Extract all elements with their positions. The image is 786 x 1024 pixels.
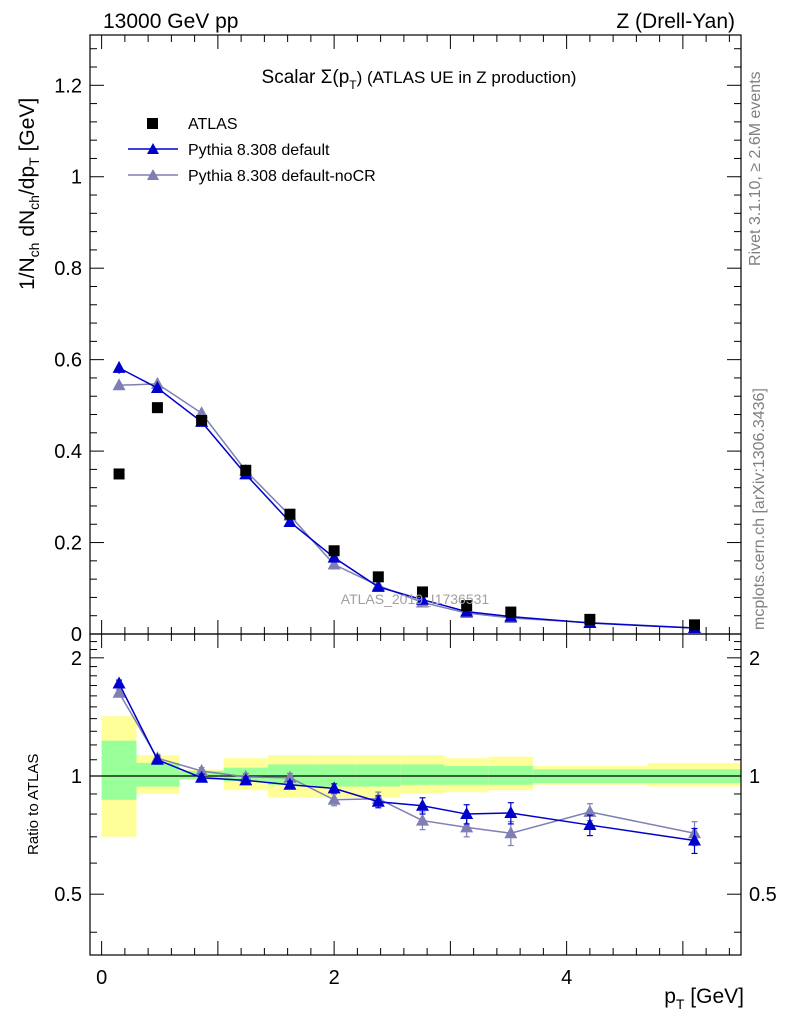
ratio-point-pythia-nocr — [583, 804, 597, 817]
ratio-panel: 0 2 4 0.5 0.5 1 1 2 2 Ratio to ATLAS pT [GeV] — [25, 633, 777, 1012]
title-sub: T — [349, 78, 357, 92]
point-pythia-default — [371, 579, 385, 592]
ratio-point-pythia-nocr — [504, 826, 518, 839]
point-pythia-default — [283, 514, 297, 527]
ratio-point-pythia-default — [504, 805, 518, 818]
mcplots-label: mcplots.cern.ch [arXiv:1306.3436] — [751, 388, 768, 630]
point-atlas — [461, 600, 473, 612]
ratio-y-tick-label: 2 — [71, 648, 82, 670]
ratio-point-pythia-default — [195, 770, 209, 783]
legend: ATLAS Pythia 8.308 default Pythia 8.308 … — [128, 116, 376, 185]
point-atlas — [240, 464, 252, 476]
x-axis-label: pT [GeV] — [664, 985, 744, 1012]
point-atlas — [328, 545, 340, 557]
y-tick-label: 0.6 — [54, 350, 82, 372]
point-atlas — [505, 606, 517, 618]
y-tick-label: 0.2 — [54, 533, 82, 555]
point-atlas — [196, 414, 208, 426]
y-tick-label: 1 — [71, 167, 82, 189]
main-panel: 0 0.2 0.4 0.6 0.8 1 1.2 ATLAS_2019_I1736531 Sc… — [16, 34, 742, 646]
ratio-point-pythia-default — [239, 773, 253, 786]
ratio-point-pythia-default — [583, 818, 597, 831]
ratio-y-label: Ratio to ATLAS — [25, 754, 42, 855]
point-pythia-default — [415, 592, 429, 605]
legend-marker-pythia-default — [147, 143, 159, 154]
point-pythia-default — [327, 550, 341, 563]
ratio-point-pythia-nocr — [415, 813, 429, 826]
ratio-y-tick-label-right: 2 — [749, 648, 760, 670]
point-atlas — [372, 571, 384, 583]
point-atlas — [151, 402, 163, 414]
watermark: ATLAS_2019_I1736531 — [341, 591, 490, 607]
title-end: ) (ATLAS UE in Z production) — [357, 68, 577, 87]
ratio-point-pythia-nocr — [195, 763, 209, 776]
point-atlas — [416, 586, 428, 598]
ratio-line-pythia-default — [118, 683, 695, 842]
band-inner — [101, 740, 137, 800]
band-inner — [400, 764, 445, 785]
point-pythia-nocr — [112, 378, 126, 391]
title-main: Scalar Σ(p — [262, 67, 350, 88]
legend-marker-pythia-nocr — [147, 169, 159, 180]
x-tick-label: 4 — [561, 967, 572, 989]
point-atlas — [284, 508, 296, 520]
point-pythia-default — [150, 380, 164, 393]
ratio-point-pythia-default — [371, 794, 385, 807]
ratio-point-pythia-nocr — [112, 685, 126, 698]
y-tick-label: 0.8 — [54, 258, 82, 280]
ratio-point-pythia-nocr — [327, 792, 341, 805]
x-tick-label: 2 — [329, 967, 340, 989]
x-tick-label: 0 — [96, 967, 107, 989]
point-pythia-default — [112, 360, 126, 373]
ratio-point-pythia-default — [688, 833, 701, 846]
ratio-frame — [89, 633, 742, 956]
chart-title: Scalar Σ(pT) (ATLAS UE in Z production) — [262, 67, 577, 92]
ratio-point-pythia-nocr — [460, 820, 474, 833]
series-line-pythia-default — [118, 367, 695, 629]
ratio-point-pythia-nocr — [283, 770, 297, 783]
ratio-point-pythia-default — [112, 676, 126, 689]
legend-label-pythia-default: Pythia 8.308 default — [188, 142, 330, 159]
band-inner — [136, 762, 180, 787]
point-atlas — [689, 619, 700, 631]
legend-entry-pythia-nocr: Pythia 8.308 default-noCR — [128, 168, 376, 185]
process-label: Z (Drell-Yan) — [616, 10, 735, 33]
legend-label-pythia-nocr: Pythia 8.308 default-noCR — [188, 168, 376, 185]
series-line-pythia-nocr — [119, 383, 695, 629]
point-pythia-nocr — [327, 557, 341, 570]
legend-entry-atlas: ATLAS — [147, 116, 238, 133]
ratio-y-tick-label: 1 — [71, 766, 82, 788]
ratio-y-tick-label-right: 1 — [749, 766, 760, 788]
ratio-point-pythia-default — [415, 798, 429, 811]
ratio-y-tick-label: 0.5 — [54, 884, 82, 906]
rivet-label: Rivet 3.1.10, ≥ 2.6M events — [747, 71, 764, 266]
y-axis-label: 1/Nch dNch/dpT [GeV] — [16, 98, 42, 290]
y-tick-label: 1.2 — [54, 75, 82, 97]
ratio-point-pythia-default — [283, 777, 297, 790]
legend-marker-atlas — [147, 118, 158, 129]
ratio-line-pythia-nocr — [118, 692, 695, 834]
ratio-point-pythia-default — [327, 781, 341, 794]
y-tick-label: 0.4 — [54, 441, 82, 463]
point-atlas — [584, 613, 596, 625]
point-atlas — [113, 468, 125, 480]
legend-label-atlas: ATLAS — [188, 116, 238, 133]
legend-entry-pythia-default: Pythia 8.308 default — [128, 142, 330, 159]
y-tick-label: 0 — [71, 624, 82, 646]
ratio-point-pythia-default — [150, 752, 164, 765]
ratio-y-tick-label-right: 0.5 — [749, 884, 777, 906]
energy-label: 13000 GeV pp — [103, 10, 238, 33]
ratio-point-pythia-default — [460, 807, 474, 820]
